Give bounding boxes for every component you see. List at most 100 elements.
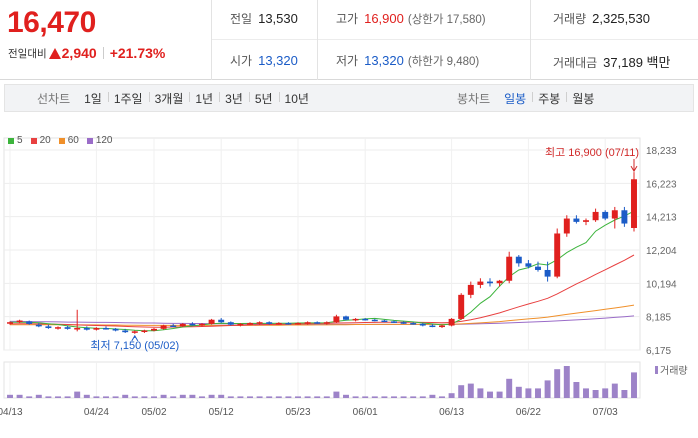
candle: [525, 263, 532, 267]
candle: [218, 319, 225, 323]
volume-bar: [439, 396, 445, 398]
volume-bar: [151, 396, 157, 398]
period-1w[interactable]: 1주일: [107, 90, 149, 107]
period-10y[interactable]: 10년: [278, 90, 315, 107]
volume-bar: [371, 396, 378, 398]
candle: [554, 233, 561, 277]
candle: [93, 328, 100, 330]
candle: [160, 325, 167, 329]
volume-bar: [391, 396, 397, 398]
volume-stat: 거래량 2,325,530: [553, 10, 650, 27]
change-rate: +21.73%: [109, 45, 166, 61]
stat-column-prev-open: 전일 13,530 시가 13,320: [212, 0, 318, 80]
line-chart-periods: 선차트 1일 1주일 3개월 1년 3년 5년 10년: [37, 85, 315, 111]
candle: [122, 330, 129, 333]
candle: [45, 326, 52, 329]
low-value: 13,320: [364, 53, 404, 68]
candle: [16, 320, 23, 323]
candle: [55, 327, 61, 329]
volume-bar: [448, 393, 455, 398]
volume-bar: [45, 396, 52, 398]
candle: [179, 323, 186, 327]
candle: [64, 327, 71, 329]
volume-bar: [554, 369, 561, 398]
candle: [506, 256, 513, 281]
candle: [621, 210, 628, 224]
lower-limit: (하한가 9,480): [407, 56, 480, 68]
candle-weekly[interactable]: 주봉: [532, 90, 566, 107]
volume-bar: [112, 396, 119, 398]
x-tick-label: 06/13: [439, 407, 464, 418]
volume-bar: [343, 394, 349, 398]
volume-bar: [247, 396, 253, 398]
x-tick-label: 06/01: [353, 407, 378, 418]
legend-ma60: 60: [58, 135, 79, 146]
high-stat: 고가 16,900 (상한가 17,580): [336, 10, 486, 27]
ma60-line: [10, 304, 635, 326]
candle: [487, 281, 493, 284]
candle: [419, 323, 426, 326]
volume-bar: [525, 388, 532, 398]
candle: [295, 323, 301, 325]
volume-label: 거래량: [660, 365, 688, 377]
volume-bar: [477, 388, 484, 398]
volume-bar: [218, 394, 225, 398]
amount-label: 거래대금: [553, 56, 598, 70]
candle: [410, 323, 417, 325]
price-box: 16,470 전일대비 2,940 +21.73%: [0, 0, 212, 80]
amount-value: 37,189 백만: [603, 55, 671, 70]
up-arrow-icon: [48, 47, 61, 59]
candle: [189, 323, 196, 326]
volume-bar: [611, 383, 618, 398]
volume-bar: [179, 394, 186, 398]
candle-monthly[interactable]: 월봉: [566, 90, 600, 107]
period-1d[interactable]: 1일: [84, 91, 102, 106]
volume-bar: [93, 396, 100, 398]
volume-bar: [122, 394, 129, 398]
candle: [573, 218, 580, 222]
volume-bar: [208, 394, 215, 398]
legend-ma20: 20: [30, 135, 51, 146]
period-5y[interactable]: 5년: [248, 90, 279, 107]
x-tick-label: 04/13: [0, 407, 23, 418]
period-1y[interactable]: 1년: [189, 90, 219, 107]
volume-bar: [285, 396, 292, 398]
volume-bar: [631, 372, 637, 398]
prev-close-stat: 전일 13,530: [230, 10, 298, 27]
price-chart: 18,233 16,223 14,213 12,204 10,194 8,185 6,175…: [0, 137, 688, 418]
change-label: 전일대비: [8, 47, 47, 60]
period-3m[interactable]: 3개월: [148, 90, 190, 107]
volume-bar: [26, 396, 33, 398]
candle: [391, 321, 397, 323]
volume-bar: [323, 396, 330, 398]
y-tick-label: 6,175: [646, 346, 671, 357]
y-tick-label: 8,185: [646, 313, 671, 324]
volume-bar: [381, 396, 388, 398]
volume-bar: [103, 396, 109, 398]
volume-bar: [64, 396, 71, 398]
volume-bar: [515, 386, 522, 398]
candle: [74, 328, 81, 330]
volume-legend-swatch: [655, 366, 658, 374]
open-label: 시가: [230, 54, 253, 68]
volume-value: 2,325,530: [592, 11, 650, 26]
volume-bar: [199, 396, 205, 398]
volume-bar: [467, 383, 474, 398]
high-label: 고가: [336, 12, 359, 26]
x-tick-label: 05/12: [209, 407, 234, 418]
volume-bar: [16, 394, 23, 398]
candle-daily[interactable]: 일봉: [504, 91, 527, 106]
ma5-line: [10, 210, 635, 332]
ma-legend: 5 20 60 120: [8, 135, 121, 146]
volume-bar: [170, 396, 177, 398]
x-tick-label: 05/02: [141, 407, 166, 418]
volume-bar: [535, 388, 541, 398]
volume-bar: [583, 388, 589, 398]
candle: [304, 322, 311, 324]
period-3y[interactable]: 3년: [219, 90, 249, 107]
volume-bar: [429, 394, 436, 398]
candle: [602, 211, 609, 219]
x-tick-label: 07/03: [593, 407, 618, 418]
candle: [352, 318, 359, 321]
low-label: 저가: [336, 54, 359, 68]
